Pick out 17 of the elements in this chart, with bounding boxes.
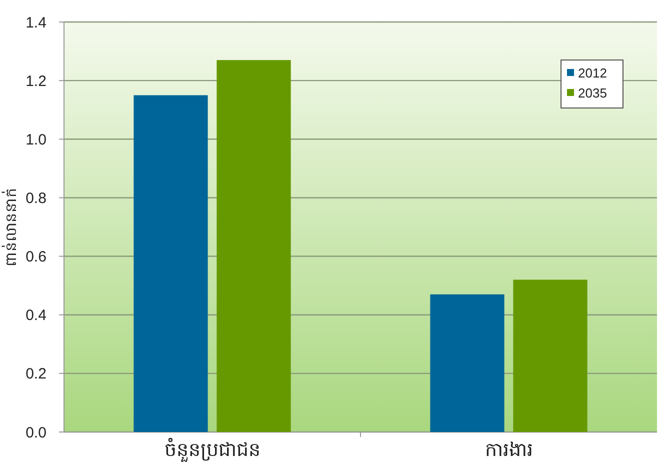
- y-tick-label: 1.0: [26, 131, 46, 148]
- x-tick-label: ការងារ: [484, 439, 533, 461]
- y-tick-label: 1.2: [26, 72, 46, 90]
- bar: [430, 294, 504, 432]
- bar: [134, 95, 208, 432]
- x-tick-label: ចំនួនប្រជាជន: [164, 437, 260, 463]
- y-tick-label: 0.0: [26, 424, 46, 442]
- y-tick-label: 0.2: [26, 366, 46, 383]
- bar: [513, 280, 588, 432]
- bar: [216, 60, 291, 432]
- y-tick-label: 0.6: [26, 248, 46, 266]
- y-tick-label: 0.4: [26, 307, 46, 324]
- y-tick-label: 0.8: [26, 190, 46, 207]
- y-tick-label: 1.4: [26, 14, 46, 32]
- legend-label: 2012: [578, 66, 607, 81]
- legend-label: 2035: [578, 86, 607, 101]
- y-axis-title: ពាន់លាននាក់: [1, 188, 20, 266]
